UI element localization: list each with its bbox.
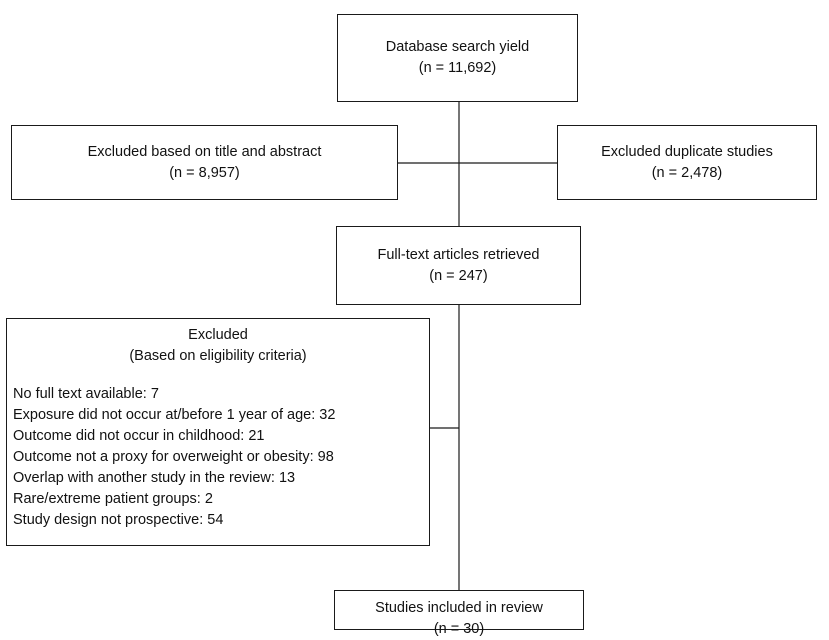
- excluded-duplicates-box: Excluded duplicate studies (n = 2,478): [557, 125, 817, 200]
- fulltext-retrieved-count: (n = 247): [429, 267, 488, 284]
- exclusion-reason: No full text available: 7: [13, 386, 159, 402]
- studies-included-box: Studies included in review (n = 30): [334, 590, 584, 637]
- exclusion-reason: Overlap with another study in the review…: [13, 470, 296, 486]
- exclusion-reason: Outcome not a proxy for overweight or ob…: [13, 449, 334, 465]
- fulltext-retrieved-box: Full-text articles retrieved (n = 247): [336, 226, 581, 305]
- studies-included-title: Studies included in review: [375, 600, 543, 616]
- exclusion-reason: Study design not prospective: 54: [13, 512, 224, 528]
- excluded-eligibility-title: Excluded: [188, 327, 248, 343]
- excluded-title-abstract-box: Excluded based on title and abstract (n …: [11, 125, 398, 200]
- search-yield-box: Database search yield (n = 11,692): [337, 14, 578, 102]
- excluded-eligibility-box: Excluded (Based on eligibility criteria)…: [6, 318, 430, 546]
- fulltext-retrieved-title: Full-text articles retrieved: [377, 246, 540, 263]
- search-yield-count: (n = 11,692): [418, 60, 497, 76]
- excluded-eligibility-subtitle: (Based on eligibility criteria): [129, 348, 307, 364]
- studies-included-count: (n = 30): [433, 621, 485, 637]
- excluded-title-abstract-count: (n = 8,957): [169, 164, 240, 181]
- excluded-title-abstract-title: Excluded based on title and abstract: [87, 143, 322, 160]
- connector-lines: [398, 102, 557, 590]
- exclusion-reason: Rare/extreme patient groups: 2: [13, 491, 213, 507]
- excluded-duplicates-title: Excluded duplicate studies: [601, 143, 773, 160]
- excluded-duplicates-count: (n = 2,478): [651, 164, 723, 181]
- exclusion-reason: Exposure did not occur at/before 1 year …: [13, 407, 336, 423]
- exclusion-reason: Outcome did not occur in childhood: 21: [13, 428, 265, 444]
- search-yield-title: Database search yield: [385, 39, 530, 55]
